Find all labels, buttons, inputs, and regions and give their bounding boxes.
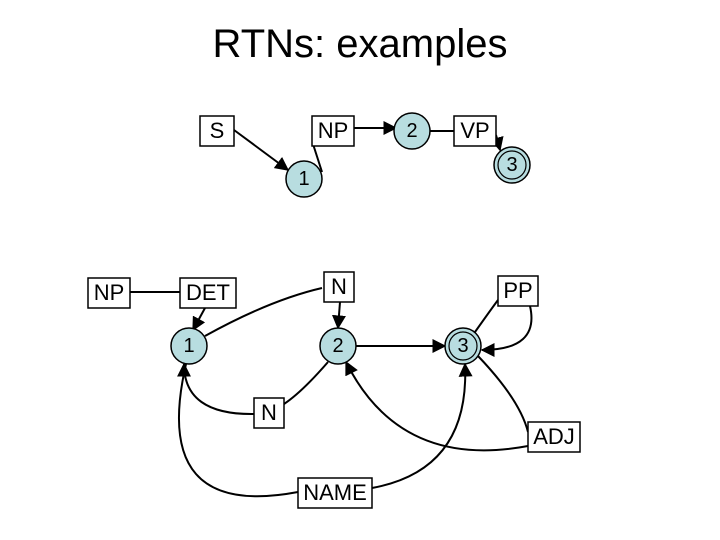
state-s_2: 2: [394, 113, 430, 149]
page: RTNs: examples 213123SNPVPNPDETNPPNADJNA…: [0, 0, 720, 540]
edge-e_NAME_3: [372, 364, 465, 488]
box-label: ADJ: [533, 424, 575, 449]
box-box_NP1: NP: [312, 116, 354, 146]
state-label: 3: [457, 335, 468, 357]
edge-e_DET_1: [193, 308, 205, 330]
state-np_1: 1: [171, 328, 207, 364]
state-label: 2: [406, 120, 417, 142]
state-s_3: 3: [494, 147, 530, 183]
box-label: S: [210, 118, 225, 143]
edge-e_ADJ_2: [346, 362, 528, 450]
state-np_2: 2: [320, 328, 356, 364]
box-box_NAME: NAME: [298, 478, 372, 508]
state-label: 1: [298, 168, 309, 190]
box-label: DET: [186, 280, 230, 305]
edge-e_N2_1: [184, 364, 254, 414]
box-box_ADJ: ADJ: [528, 422, 580, 452]
state-label: 1: [183, 335, 194, 357]
state-np_3: 3: [445, 328, 481, 364]
box-label: NP: [318, 118, 349, 143]
box-label: VP: [460, 118, 489, 143]
edge-e_3_ADJ: [478, 356, 528, 432]
edge-e_3_PP_u: [475, 300, 498, 332]
box-box_S: S: [200, 116, 234, 146]
box-box_NP2: NP: [88, 278, 130, 308]
box-label: NAME: [303, 480, 367, 505]
edge-e_S_1: [234, 130, 288, 170]
edge-e_1_NAME: [179, 364, 298, 496]
diagram-canvas: 2 1 3 1 2 3 S NP VP NP DET N PP N ADJ NAME: [0, 0, 720, 540]
box-label: PP: [503, 278, 532, 303]
box-box_PP: PP: [498, 276, 538, 306]
edge-e_2_N2: [284, 362, 328, 404]
state-label: 2: [332, 335, 343, 357]
box-box_DET: DET: [180, 278, 236, 308]
box-box_N1: N: [324, 272, 354, 302]
edge-e_N1_2: [338, 302, 340, 328]
box-label: N: [261, 400, 277, 425]
box-box_N2: N: [254, 398, 284, 428]
box-label: NP: [94, 280, 125, 305]
state-s_1: 1: [286, 161, 322, 197]
box-box_VP: VP: [454, 116, 496, 146]
state-label: 3: [506, 154, 517, 176]
box-label: N: [331, 274, 347, 299]
